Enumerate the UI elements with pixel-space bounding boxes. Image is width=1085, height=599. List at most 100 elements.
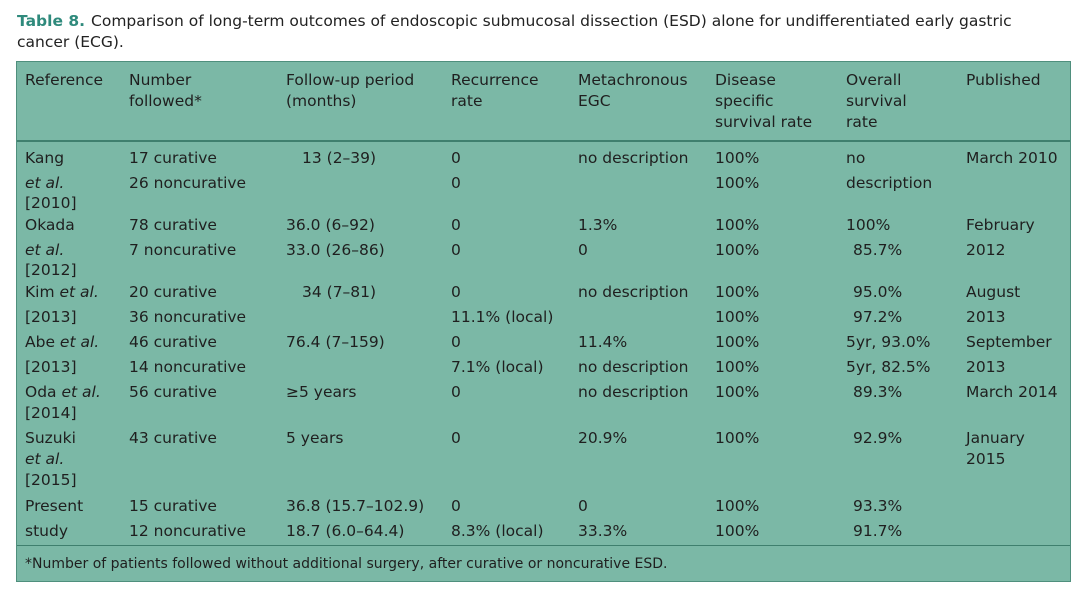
reference-cell: [2015] (25, 471, 77, 489)
followup-cell: ≥5 years (286, 383, 357, 401)
header-recurrence: Recurrence rate (451, 71, 539, 110)
followup-cell: 76.4 (7–159) (286, 333, 385, 351)
published-cell: September (966, 333, 1052, 351)
header-reference: Reference (25, 71, 104, 89)
dss-cell: 100% (715, 241, 760, 259)
overall-cell: 97.2% (853, 308, 903, 326)
reference-cell: et al. (25, 450, 65, 468)
recurrence-cell: 0 (451, 149, 461, 167)
published-cell: January (966, 429, 1025, 447)
followup-cell: 18.7 (6.0–64.4) (286, 522, 405, 540)
number-cell: 46 curative (129, 333, 217, 351)
recurrence-cell: 8.3% (local) (451, 522, 544, 540)
overall-cell: description (846, 174, 933, 192)
overall-cell: 93.3% (853, 497, 903, 515)
recurrence-cell: 0 (451, 283, 461, 301)
reference-cell: Present (25, 497, 84, 515)
reference-cell: [2010] (25, 194, 77, 212)
number-cell: 36 noncurative (129, 308, 247, 326)
metachronous-cell: no description (578, 149, 689, 167)
overall-cell: 100% (846, 216, 891, 234)
header-overall: Overall survival rate (846, 71, 907, 131)
metachronous-cell: 0 (578, 241, 588, 259)
metachronous-cell: no description (578, 383, 689, 401)
number-cell: 7 noncurative (129, 241, 237, 259)
recurrence-cell: 7.1% (local) (451, 358, 544, 376)
metachronous-cell: 33.3% (578, 522, 628, 540)
metachronous-cell: 0 (578, 497, 588, 515)
followup-cell: 34 (7–81) (302, 283, 377, 301)
recurrence-cell: 0 (451, 216, 461, 234)
footer-divider (17, 545, 1070, 546)
reference-cell: [2014] (25, 404, 77, 422)
dss-cell: 100% (715, 358, 760, 376)
published-cell: 2013 (966, 308, 1006, 326)
published-cell: February (966, 216, 1035, 234)
overall-cell: 95.0% (853, 283, 903, 301)
reference-cell: Oda et al. (25, 383, 101, 401)
metachronous-cell: no description (578, 358, 689, 376)
followup-cell: 33.0 (26–86) (286, 241, 385, 259)
overall-cell: 89.3% (853, 383, 903, 401)
dss-cell: 100% (715, 216, 760, 234)
dss-cell: 100% (715, 174, 760, 192)
metachronous-cell: 1.3% (578, 216, 618, 234)
published-cell: March 2010 (966, 149, 1058, 167)
dss-cell: 100% (715, 522, 760, 540)
recurrence-cell: 11.1% (local) (451, 308, 554, 326)
reference-cell: Suzuki (25, 429, 76, 447)
dss-cell: 100% (715, 383, 760, 401)
followup-cell: 5 years (286, 429, 344, 447)
table-caption: Table 8. Comparison of long-term outcomes… (17, 11, 1057, 53)
reference-cell: Kang (25, 149, 65, 167)
number-cell: 56 curative (129, 383, 217, 401)
dss-cell: 100% (715, 308, 760, 326)
overall-cell: no (846, 149, 866, 167)
published-cell: 2012 (966, 241, 1006, 259)
header-published: Published (966, 71, 1041, 89)
number-cell: 15 curative (129, 497, 217, 515)
overall-cell: 5yr, 82.5% (846, 358, 931, 376)
dss-cell: 100% (715, 283, 760, 301)
number-cell: 26 noncurative (129, 174, 247, 192)
dss-cell: 100% (715, 149, 760, 167)
header-divider (17, 140, 1070, 142)
recurrence-cell: 0 (451, 383, 461, 401)
number-cell: 14 noncurative (129, 358, 247, 376)
metachronous-cell: no description (578, 283, 689, 301)
followup-cell: 13 (2–39) (302, 149, 377, 167)
reference-cell: study (25, 522, 68, 540)
reference-cell: Okada (25, 216, 75, 234)
followup-cell: 36.8 (15.7–102.9) (286, 497, 425, 515)
reference-cell: et al. (25, 241, 65, 259)
recurrence-cell: 0 (451, 241, 461, 259)
reference-cell: [2013] (25, 358, 77, 376)
number-cell: 20 curative (129, 283, 217, 301)
reference-cell: Kim et al. (25, 283, 99, 301)
recurrence-cell: 0 (451, 429, 461, 447)
published-cell: March 2014 (966, 383, 1058, 401)
header-follow-up: Follow-up period (months) (286, 71, 415, 110)
overall-cell: 92.9% (853, 429, 903, 447)
overall-cell: 91.7% (853, 522, 903, 540)
overall-cell: 85.7% (853, 241, 903, 259)
metachronous-cell: 11.4% (578, 333, 628, 351)
data-table: *Number of patients followed without add… (16, 61, 1071, 582)
dss-cell: 100% (715, 333, 760, 351)
header-dss: Disease specific survival rate (715, 71, 813, 131)
reference-cell: [2013] (25, 308, 77, 326)
reference-cell: [2012] (25, 261, 77, 279)
table-footnote: *Number of patients followed without add… (25, 556, 668, 572)
recurrence-cell: 0 (451, 174, 461, 192)
followup-cell: 36.0 (6–92) (286, 216, 375, 234)
header-metachronous: Metachronous EGC (578, 71, 688, 110)
table-caption-text: Comparison of long-term outcomes of endo… (17, 12, 1012, 51)
number-cell: 17 curative (129, 149, 217, 167)
reference-cell: Abe et al. (25, 333, 100, 351)
overall-cell: 5yr, 93.0% (846, 333, 931, 351)
published-cell: 2015 (966, 450, 1006, 468)
published-cell: 2013 (966, 358, 1006, 376)
header-number-followed: Number followed* (129, 71, 202, 110)
reference-cell: et al. (25, 174, 65, 192)
recurrence-cell: 0 (451, 333, 461, 351)
